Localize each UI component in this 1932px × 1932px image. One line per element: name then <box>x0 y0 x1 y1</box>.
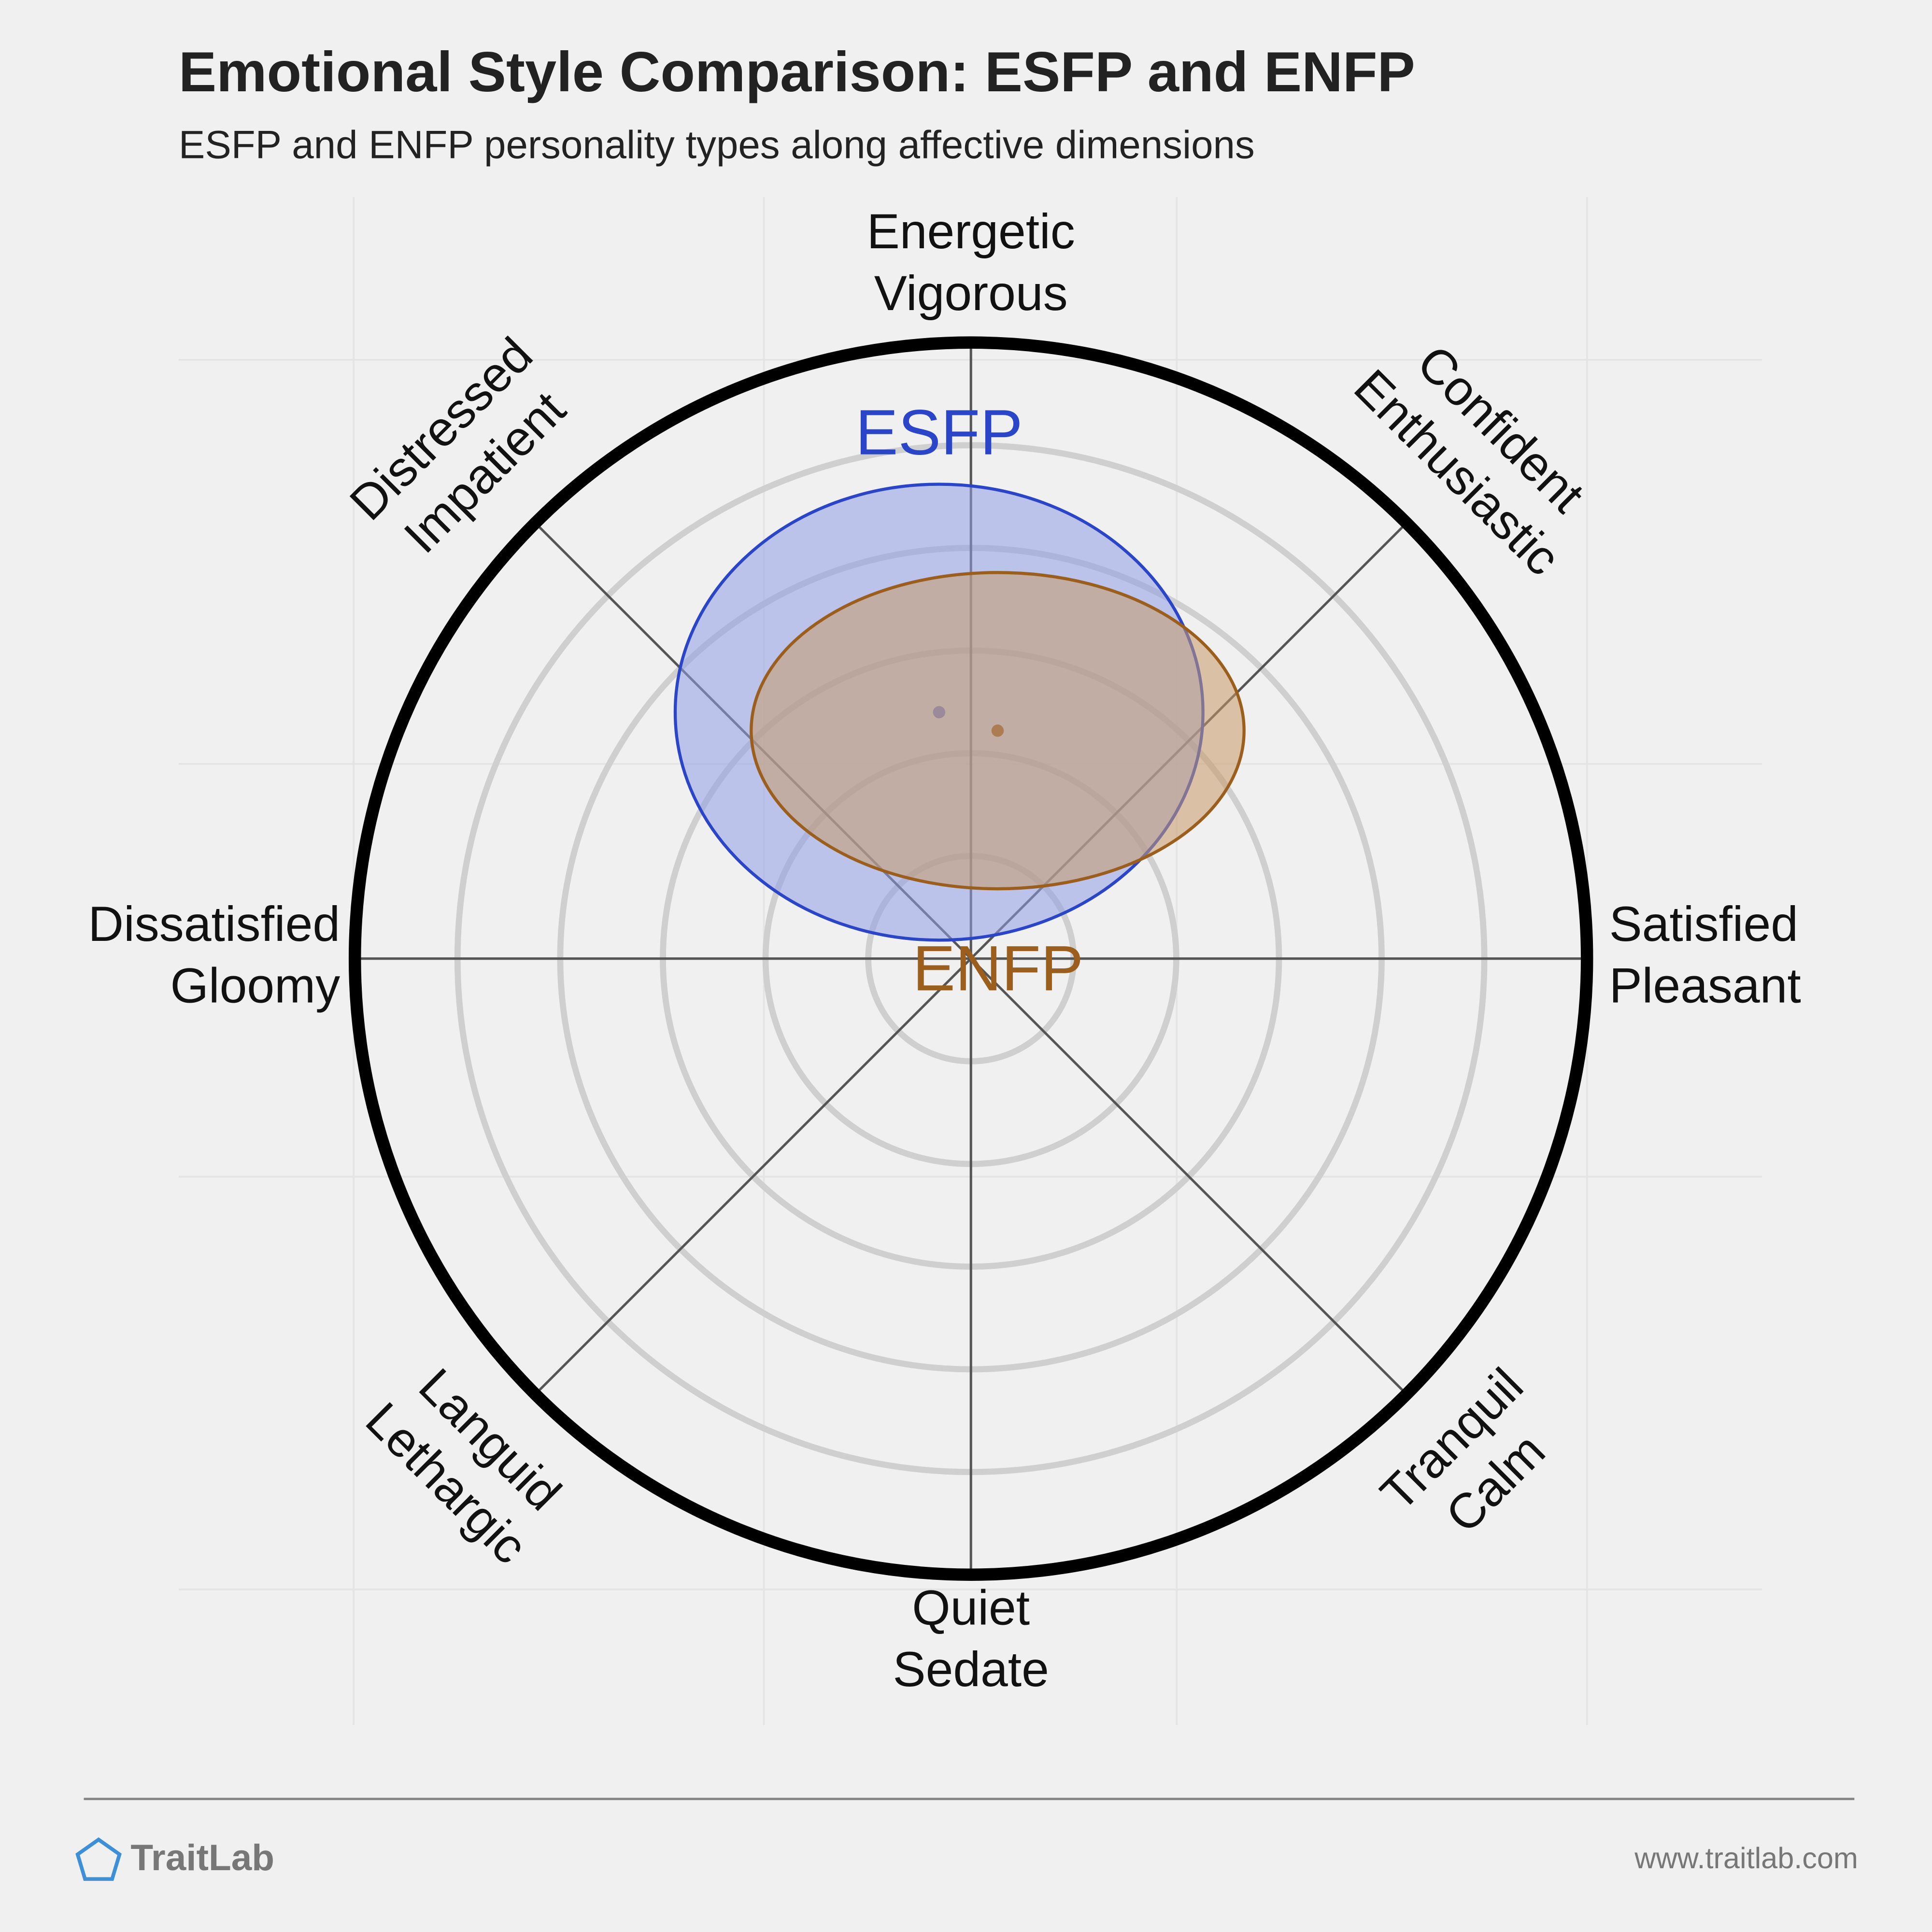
logo-icon <box>75 1837 122 1881</box>
axis-label: Energetic Vigorous <box>867 204 1075 321</box>
spoke <box>534 957 972 1395</box>
series-label: ESFP <box>855 397 1023 469</box>
axis-label-line: Pleasant <box>1609 958 1801 1013</box>
axis-label: Dissatisfied Gloomy <box>88 896 340 1013</box>
series-label: ENFP <box>912 933 1083 1004</box>
series-center <box>991 724 1004 737</box>
brand: TraitLab <box>130 1837 274 1878</box>
axis-label-line: Vigorous <box>874 266 1068 321</box>
chart-title: Emotional Style Comparison: ESFP and ENF… <box>179 40 1415 103</box>
axis-label-line: Satisfied <box>1609 896 1798 952</box>
spoke <box>970 957 1407 1395</box>
axis-label-line: Dissatisfied <box>88 896 340 952</box>
axis-label-line: Energetic <box>867 204 1075 259</box>
axis-label-line: Sedate <box>893 1642 1049 1697</box>
chart-subtitle: ESFP and ENFP personality types along af… <box>179 123 1255 167</box>
axis-label: Satisfied Pleasant <box>1609 896 1801 1013</box>
outer-ring <box>348 336 1593 1581</box>
axis-label: Quiet Sedate <box>893 1580 1049 1697</box>
axis-label-line: Gloomy <box>170 958 341 1013</box>
axis-label-line: Quiet <box>912 1580 1030 1635</box>
url: www.traitlab.com <box>1634 1842 1858 1875</box>
